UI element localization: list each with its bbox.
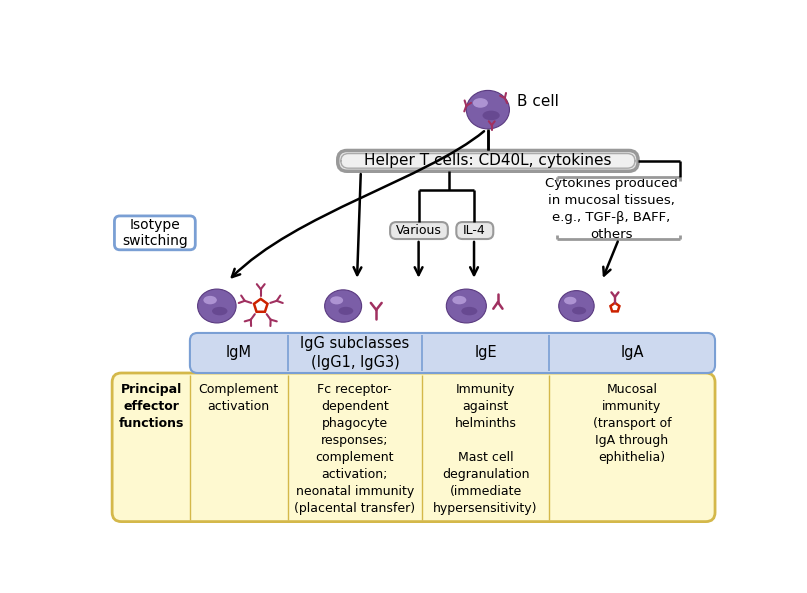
Text: IgA: IgA	[621, 346, 644, 361]
FancyBboxPatch shape	[390, 222, 448, 239]
Text: Immunity
against
helminths

Mast cell
degranulation
(immediate
hypersensitivity): Immunity against helminths Mast cell deg…	[433, 383, 537, 515]
Text: Mucosal
immunity
(transport of
IgA through
ephithelia): Mucosal immunity (transport of IgA throu…	[592, 383, 671, 464]
Text: Principal
effector
functions: Principal effector functions	[119, 383, 184, 430]
Polygon shape	[610, 303, 620, 311]
Text: Complement
activation: Complement activation	[199, 383, 278, 413]
Text: Cytokines produced
in mucosal tissues,
e.g., TGF-β, BAFF,
others: Cytokines produced in mucosal tissues, e…	[545, 177, 678, 241]
Ellipse shape	[330, 296, 343, 304]
Ellipse shape	[452, 296, 466, 304]
Text: Helper T cells: CD40L, cytokines: Helper T cells: CD40L, cytokines	[364, 154, 612, 168]
Text: Isotype
switching: Isotype switching	[122, 218, 188, 248]
Ellipse shape	[564, 296, 576, 304]
FancyBboxPatch shape	[115, 216, 195, 250]
Text: IL-4: IL-4	[462, 224, 485, 237]
Ellipse shape	[212, 307, 228, 315]
FancyBboxPatch shape	[112, 373, 715, 522]
Ellipse shape	[558, 291, 594, 321]
Ellipse shape	[338, 307, 353, 315]
Text: Fc receptor-
dependent
phagocyte
responses;
complement
activation;
neonatal immu: Fc receptor- dependent phagocyte respons…	[294, 383, 416, 515]
FancyBboxPatch shape	[456, 222, 493, 239]
Ellipse shape	[466, 90, 509, 129]
FancyArrowPatch shape	[232, 131, 484, 277]
FancyBboxPatch shape	[341, 154, 635, 168]
Polygon shape	[254, 299, 267, 312]
Ellipse shape	[198, 289, 236, 323]
Ellipse shape	[483, 111, 500, 120]
FancyBboxPatch shape	[190, 333, 715, 373]
Ellipse shape	[446, 289, 487, 323]
Text: Various: Various	[395, 224, 441, 237]
Ellipse shape	[572, 307, 586, 314]
Text: B cell: B cell	[517, 94, 559, 110]
Text: IgG subclasses
(IgG1, IgG3): IgG subclasses (IgG1, IgG3)	[300, 336, 410, 370]
Ellipse shape	[324, 290, 362, 322]
Ellipse shape	[473, 98, 488, 108]
Ellipse shape	[203, 296, 217, 304]
FancyBboxPatch shape	[338, 151, 638, 171]
Text: IgE: IgE	[475, 346, 497, 361]
Ellipse shape	[462, 307, 478, 315]
Text: IgM: IgM	[226, 346, 252, 361]
